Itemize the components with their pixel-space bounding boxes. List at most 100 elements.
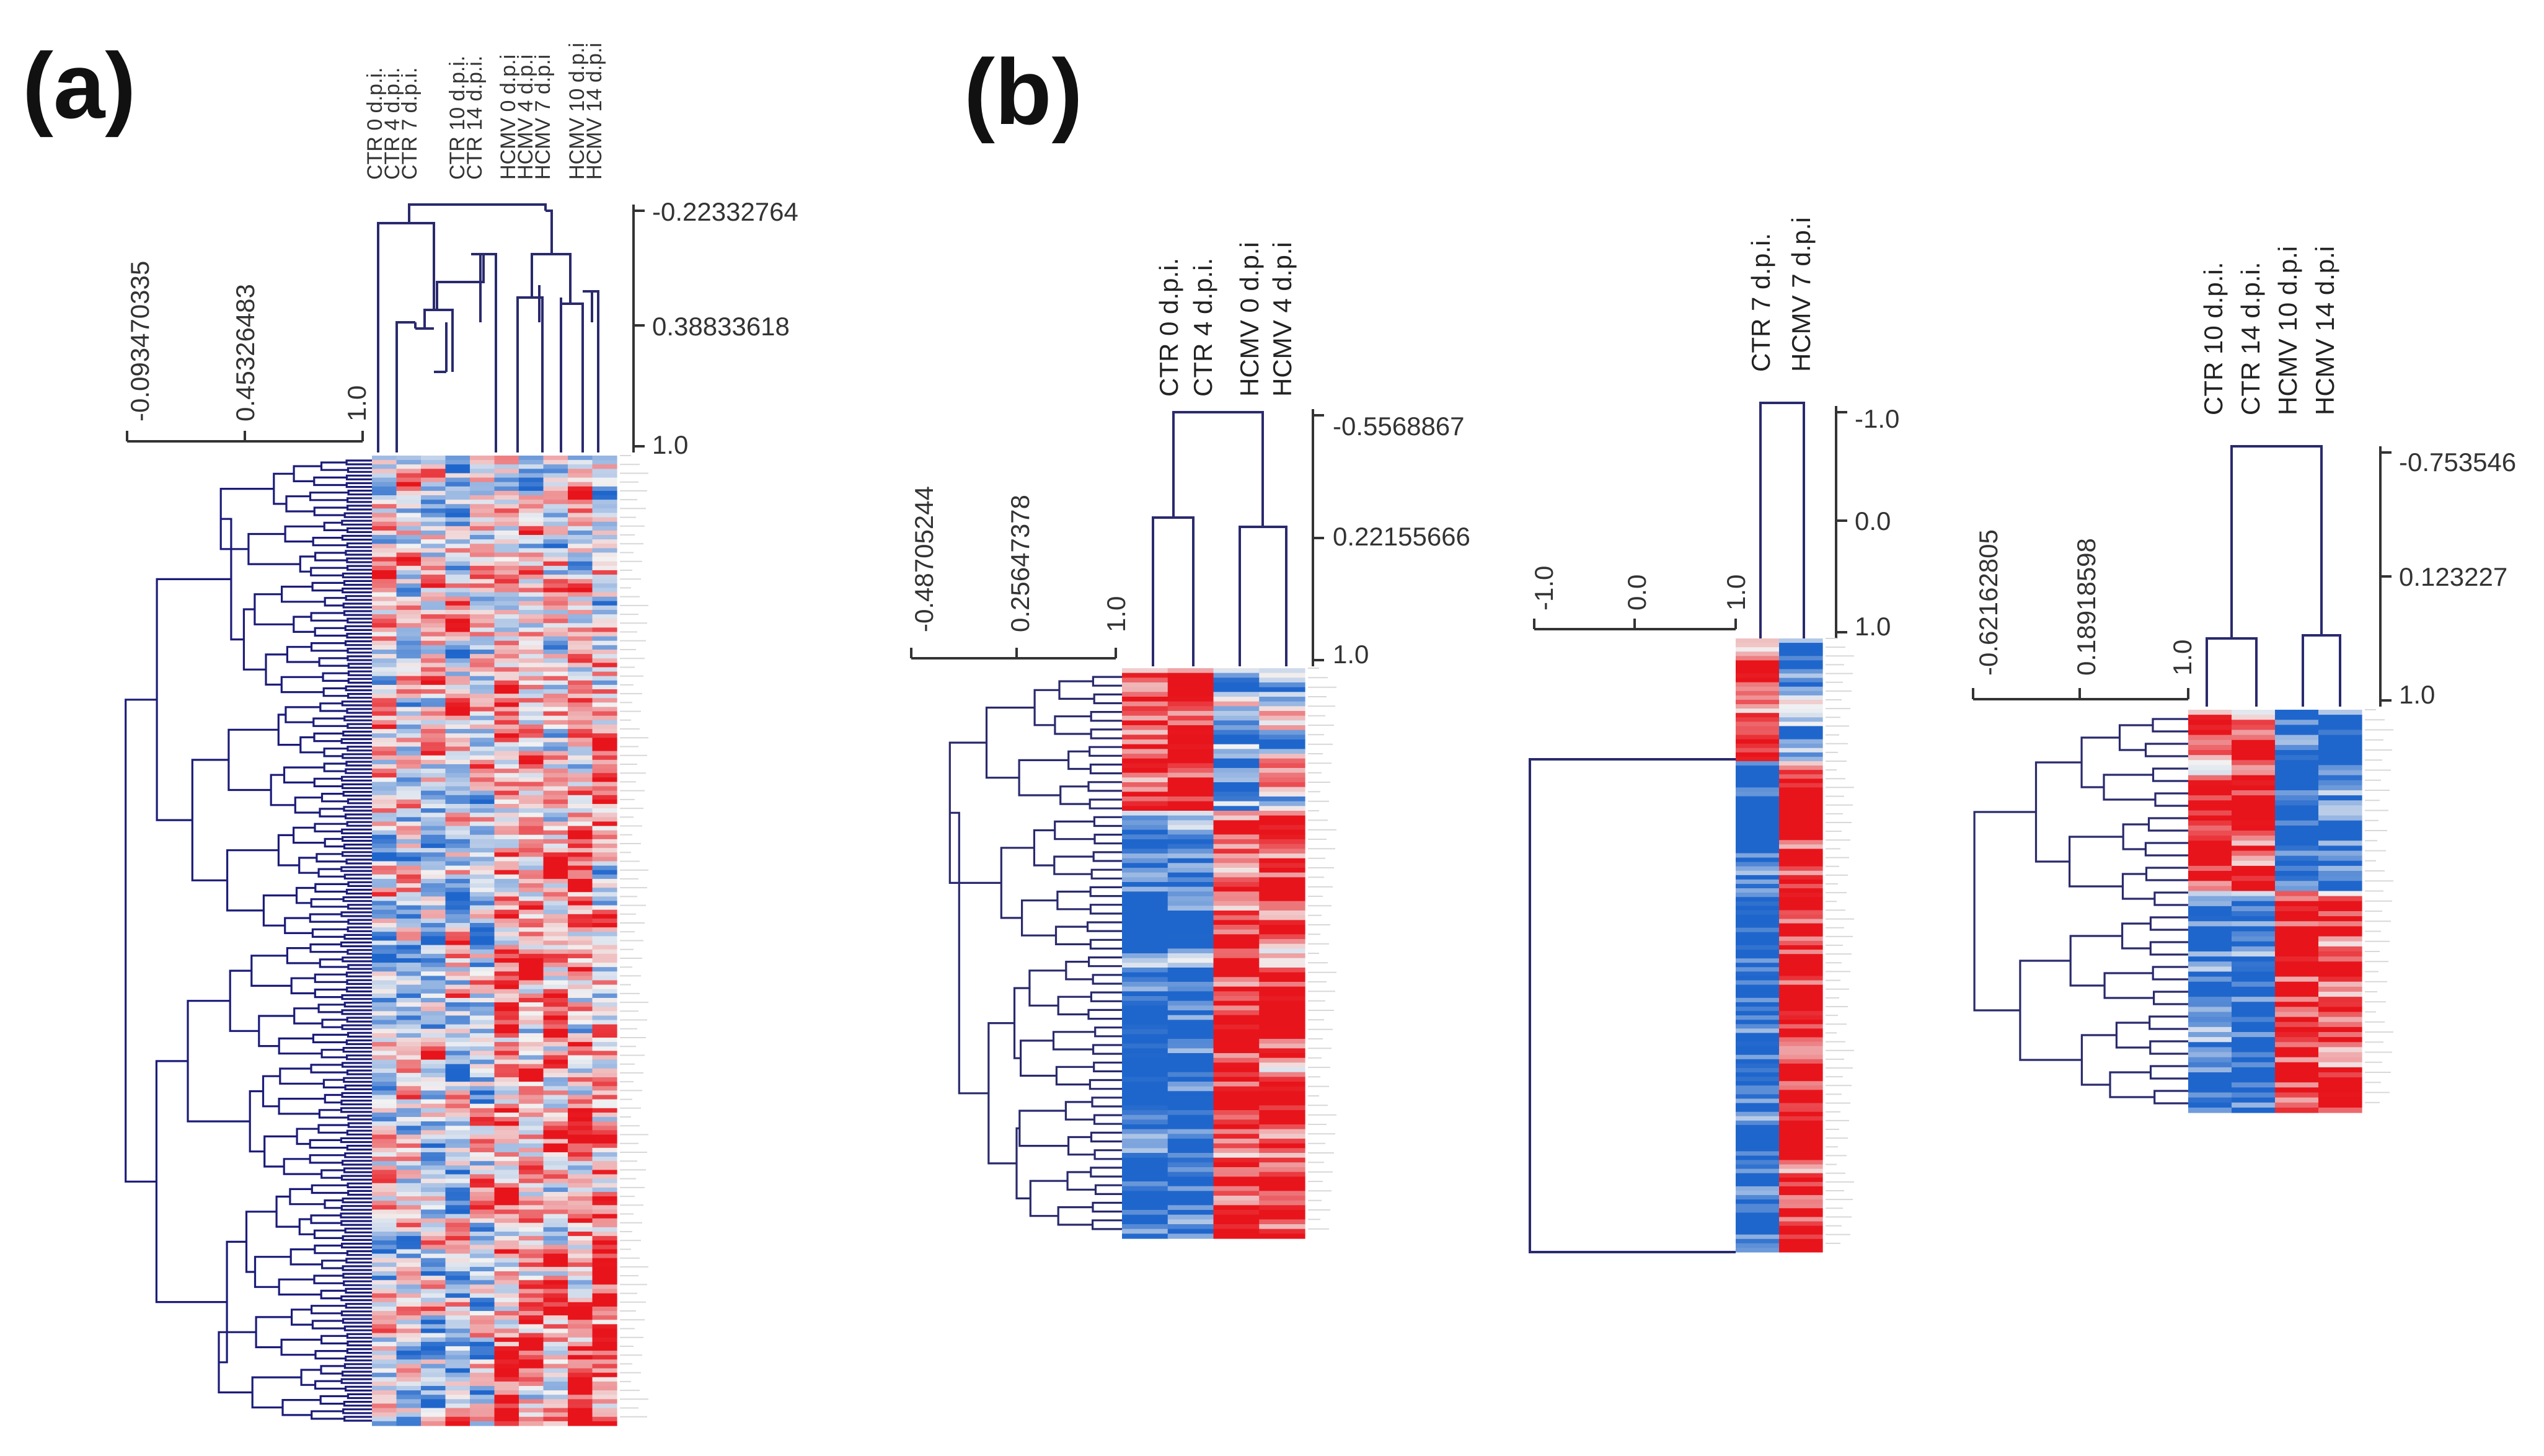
b2-heat-cell [1736, 1077, 1780, 1082]
a-heat-cell [372, 1245, 397, 1250]
a-heat-cell [568, 1007, 593, 1012]
a-heat-cell [470, 839, 495, 844]
b1-heat-cell [1167, 906, 1214, 911]
a-heat-cell [494, 857, 519, 862]
b1-heat-cell [1122, 1039, 1168, 1044]
a-heat-cell [470, 707, 495, 712]
a-heat-cell [568, 834, 593, 840]
b1-heat-cell [1213, 1129, 1260, 1134]
b2-heat-cell [1779, 704, 1823, 709]
a-heat-cell [372, 544, 397, 549]
a-heat-cell [519, 1218, 544, 1224]
a-heat-cell [396, 663, 422, 668]
a-heat-cell [568, 738, 593, 743]
a-heat-cell [445, 1077, 470, 1082]
b1-heat-cell [1259, 735, 1305, 740]
a-heat-cell [568, 769, 593, 774]
a-heat-cell [592, 932, 617, 937]
a-heat-cell [592, 702, 617, 708]
a-heat-cell [568, 1042, 593, 1047]
a-heat-cell [421, 1126, 446, 1131]
a-heat-cell [494, 848, 519, 853]
a-heat-cell [519, 1403, 544, 1409]
a-heat-cell [372, 456, 397, 461]
b2-heat-cell [1736, 836, 1780, 841]
b1-heat-cell [1259, 868, 1305, 873]
b1-heat-cell [1259, 682, 1305, 688]
b3-heat-cell [2318, 926, 2362, 932]
a-heat-cell [568, 976, 593, 981]
a-heat-cell [543, 759, 568, 765]
a-heat-cell [592, 1108, 617, 1113]
b3-heat-cell [2232, 785, 2276, 791]
a-heat-cell [568, 486, 593, 492]
a-heat-cell [543, 733, 568, 738]
b1-heat-cell [1213, 948, 1260, 954]
a-heat-cell [372, 663, 397, 668]
a-heat-cell [421, 1381, 446, 1387]
b2-heat-cell [1779, 682, 1823, 687]
a-heat-cell [519, 826, 544, 831]
a-heat-cell [445, 544, 470, 549]
a-heat-cell [568, 936, 593, 942]
b3-heat-cell [2188, 896, 2232, 902]
a-heat-cell [592, 1134, 617, 1140]
a-heat-cell [470, 963, 495, 968]
b2-heat-cell [1736, 656, 1780, 661]
b2-heat-cell [1779, 932, 1823, 937]
b3-heat-cell [2188, 871, 2232, 876]
a-heat-cell [568, 623, 593, 629]
a-heat-cell [445, 870, 470, 875]
a-heat-cell [421, 1416, 446, 1422]
b1-heat-cell [1259, 1162, 1305, 1168]
b2-heat-cell [1779, 853, 1823, 858]
a-heat-cell [568, 883, 593, 888]
b1-heat-cell [1122, 1067, 1168, 1073]
b1-heat-cell [1213, 896, 1260, 902]
a-heat-cell [592, 852, 617, 857]
b3-heat-cell [2232, 951, 2276, 957]
a-heat-cell [396, 583, 422, 589]
a-heat-cell [396, 1161, 422, 1166]
a-heat-cell [543, 1042, 568, 1047]
a-heat-cell [396, 557, 422, 562]
a-heat-cell [421, 565, 446, 571]
a-heat-cell [445, 1403, 470, 1409]
b3-heat-cell [2318, 785, 2362, 791]
a-heat-cell [519, 508, 544, 514]
a-heat-cell [592, 698, 617, 703]
a-heat-cell [372, 1266, 397, 1272]
b3-heat-cell [2188, 845, 2232, 852]
a-heat-cell [445, 1095, 470, 1100]
a-heat-cell [592, 949, 617, 955]
b1-heat-cell [1122, 739, 1168, 745]
a-heat-cell [445, 1143, 470, 1149]
a-heat-cell [592, 1174, 617, 1180]
a-heat-cell [470, 1126, 495, 1131]
a-heat-cell [396, 561, 422, 567]
a-heat-cell [421, 1293, 446, 1299]
a-heat-cell [519, 469, 544, 474]
a-heat-cell [543, 1266, 568, 1272]
b3-heat-cell [2188, 1007, 2232, 1013]
a-heat-cell [592, 786, 617, 792]
a-heat-cell [494, 738, 519, 743]
a-heat-cell [372, 870, 397, 875]
b1-heat-cell [1122, 958, 1168, 963]
a-heat-cell [494, 1412, 519, 1418]
b3-heat-cell [2188, 800, 2232, 806]
a-heat-cell [396, 738, 422, 743]
a-heat-cell [543, 1152, 568, 1157]
a-heat-cell [568, 1337, 593, 1343]
b1-heat-cell [1167, 991, 1214, 997]
a-heat-cell [396, 650, 422, 655]
b2-heat-cell [1779, 1046, 1823, 1051]
b3-heat-cell [2318, 966, 2362, 973]
a-heat-cell [568, 490, 593, 496]
a-heat-cell [445, 1302, 470, 1307]
b3-heat-cell [2188, 841, 2232, 846]
a-heat-cell [494, 980, 519, 986]
a-heat-cell [519, 857, 544, 862]
b2-heat-cell [1736, 1243, 1780, 1248]
a-heat-cell [592, 971, 617, 977]
